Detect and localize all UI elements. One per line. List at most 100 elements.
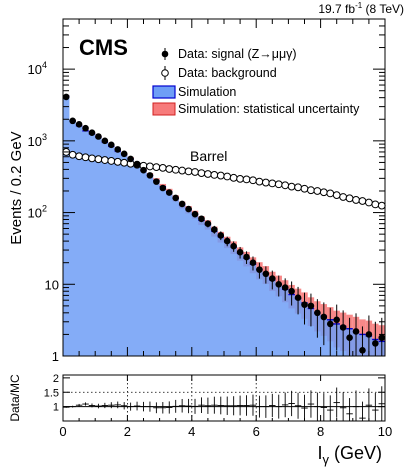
y-tick-label: 104 [28, 60, 47, 77]
background-point [68, 150, 77, 159]
signal-point [217, 232, 225, 239]
signal-point [140, 166, 147, 174]
background-point [313, 187, 322, 195]
signal-point [114, 146, 122, 153]
legend-background-marker [161, 69, 169, 77]
background-point [210, 171, 219, 179]
background-point [100, 156, 109, 164]
signal-point [378, 334, 386, 341]
main-plot-area: 1 10 102 103 104 [28, 18, 386, 364]
background-point [261, 178, 270, 187]
background-point [158, 163, 167, 172]
background-point [332, 191, 341, 200]
simulation-fill [63, 96, 385, 356]
signal-point [269, 275, 276, 282]
background-point [113, 157, 122, 166]
background-point [107, 157, 116, 165]
signal-point [198, 215, 205, 223]
signal-point [204, 220, 212, 227]
x-tick-label: 6 [253, 424, 260, 439]
background-point [120, 158, 129, 167]
background-point [358, 197, 367, 205]
signal-point [133, 161, 141, 168]
signal-point [256, 266, 263, 273]
signal-point [62, 93, 70, 101]
signal-point [120, 150, 128, 158]
ratio-y-axis-label: Data/MC [8, 374, 22, 422]
signal-point [153, 178, 160, 185]
legend-uncertainty-label: Simulation: statistical uncertainty [178, 102, 360, 116]
background-point [204, 170, 212, 178]
ratio-axis-ticks: 0 2 4 6 8 10 1 1.5 2 [44, 373, 393, 439]
y-tick-label: 1 [52, 349, 59, 364]
background-point [197, 169, 206, 178]
x-axis-label: Iγ (GeV) [317, 443, 382, 467]
signal-point [178, 200, 186, 208]
background-point [274, 180, 283, 189]
signal-point [301, 301, 308, 308]
background-point [345, 194, 354, 203]
ratio-points-layer [63, 386, 385, 421]
ratio-y-tick-label: 2 [53, 373, 59, 385]
signal-point [359, 347, 366, 354]
background-point [146, 162, 154, 171]
background-point [216, 171, 225, 180]
ratio-plot-area: 0 2 4 6 8 10 1 1.5 2 [44, 373, 393, 439]
background-point [178, 166, 187, 175]
experiment-label: CMS [79, 35, 128, 60]
background-point [171, 165, 180, 174]
signal-point [275, 280, 283, 288]
signal-point [88, 129, 96, 136]
background-point [191, 168, 199, 176]
signal-point [288, 287, 295, 295]
background-point [371, 200, 380, 209]
background-point [88, 154, 96, 163]
legend-signal-label: Data: signal (Z→μμγ) [178, 47, 297, 61]
main-axis-ticks: 1 10 102 103 104 [28, 18, 386, 364]
background-point [365, 198, 373, 207]
signal-data-layer [62, 93, 386, 356]
signal-point [346, 334, 353, 341]
signal-point [108, 141, 115, 149]
background-point [326, 189, 335, 198]
signal-point [249, 259, 257, 266]
background-point [319, 188, 328, 197]
background-point [223, 172, 232, 181]
signal-point [262, 270, 270, 278]
signal-point [320, 313, 328, 321]
background-point [81, 153, 90, 162]
legend-uncertainty-swatch [152, 102, 176, 116]
background-data-layer [62, 148, 386, 210]
signal-point [95, 133, 102, 140]
y-tick-label: 10 [45, 277, 59, 292]
background-point [152, 163, 161, 172]
background-point [281, 181, 290, 190]
signal-point [191, 210, 199, 218]
background-point [339, 193, 348, 201]
background-point [236, 174, 245, 183]
background-point [75, 152, 83, 161]
region-label: Barrel [190, 148, 227, 164]
legend-simulation-swatch [152, 85, 176, 99]
background-point [242, 175, 251, 184]
signal-point [165, 189, 173, 196]
background-point [184, 167, 193, 176]
legend: Data: signal (Z→μμγ) Data: background Si… [152, 47, 360, 116]
signal-point [101, 137, 109, 145]
y-tick-label: 103 [28, 132, 47, 149]
signal-point [82, 124, 89, 132]
background-point [287, 182, 296, 191]
signal-point [281, 284, 289, 291]
x-tick-label: 0 [59, 424, 66, 439]
signal-point [185, 205, 192, 213]
x-tick-label: 2 [124, 424, 131, 439]
background-point [94, 155, 103, 164]
signal-point [75, 121, 83, 128]
background-point [294, 183, 302, 192]
signal-point [159, 184, 167, 192]
legend-background-label: Data: background [178, 66, 277, 80]
x-tick-label: 8 [317, 424, 324, 439]
signal-point [326, 320, 334, 328]
